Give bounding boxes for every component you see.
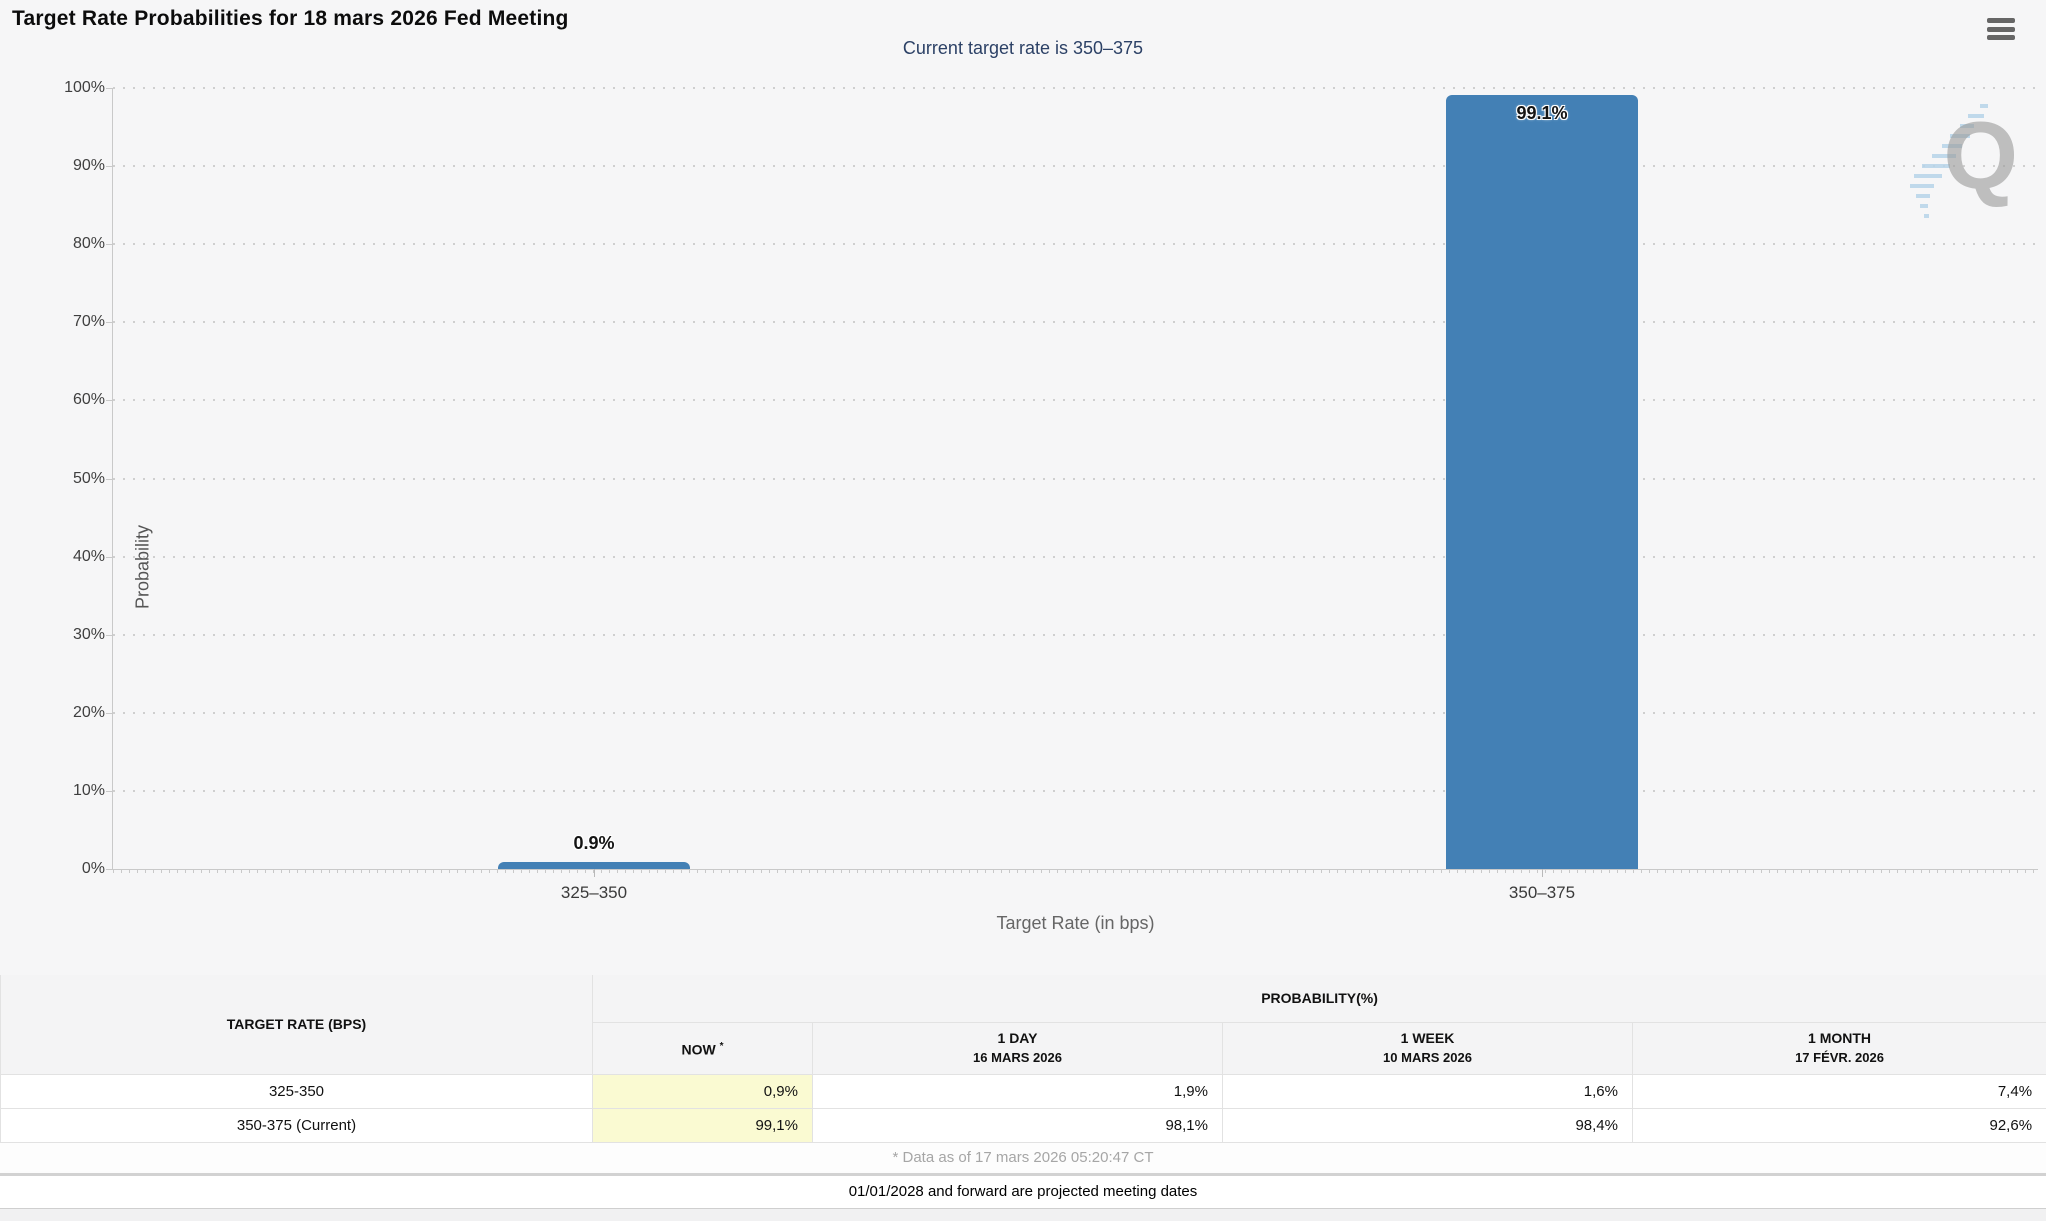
x-axis-title: Target Rate (in bps) xyxy=(996,913,1154,934)
plot-area: Probability 0.9% 99.1% 325–350 350–375 T… xyxy=(112,88,2038,870)
y-tick-label: 0% xyxy=(49,860,105,878)
table-row-325-350: 325-350 0,9% 1,9% 1,6% 7,4% xyxy=(1,1074,2046,1108)
cell-1-month: 92,6% xyxy=(1633,1108,2046,1142)
y-tick-label: 60% xyxy=(49,391,105,409)
now-label: NOW xyxy=(681,1041,715,1057)
bar-325-350[interactable]: 0.9% xyxy=(498,862,690,869)
chart-title: Target Rate Probabilities for 18 mars 20… xyxy=(12,7,569,31)
y-tick-label: 80% xyxy=(49,235,105,253)
y-tick-mark xyxy=(106,322,113,323)
y-tick-mark xyxy=(106,400,113,401)
col-header-1-month: 1 MONTH 17 FÉVR. 2026 xyxy=(1633,1022,2046,1074)
x-tick-mark xyxy=(594,869,595,877)
cell-now: 99,1% xyxy=(593,1108,813,1142)
gridline xyxy=(113,634,2038,636)
cell-1-week: 98,4% xyxy=(1223,1108,1633,1142)
y-tick-mark xyxy=(106,869,113,870)
cell-1-month: 7,4% xyxy=(1633,1074,2046,1108)
period-date: 16 MARS 2026 xyxy=(813,1048,1222,1068)
chart-subtitle: Current target rate is 350–375 xyxy=(0,38,2046,59)
gridline xyxy=(113,478,2038,480)
x-tick-mark xyxy=(1542,869,1543,877)
bar-value-label: 0.9% xyxy=(478,833,710,854)
bar-value-label: 99.1% xyxy=(1426,103,1658,124)
x-tick-label: 325–350 xyxy=(561,883,627,903)
cell-rate: 350-375 (Current) xyxy=(1,1108,593,1142)
y-tick-mark xyxy=(106,713,113,714)
y-tick-label: 50% xyxy=(49,470,105,488)
hamburger-bar xyxy=(1987,18,2015,23)
y-tick-mark xyxy=(106,88,113,89)
gridline xyxy=(113,165,2038,167)
y-tick-mark xyxy=(106,557,113,558)
probability-table: TARGET RATE (BPS) PROBABILITY(%) NOW * 1… xyxy=(0,975,2046,1143)
period-label: 1 MONTH xyxy=(1633,1028,2046,1048)
projected-dates-note: 01/01/2028 and forward are projected mee… xyxy=(0,1176,2046,1209)
chart-section: Target Rate Probabilities for 18 mars 20… xyxy=(0,0,2046,975)
data-as-of-footnote: * Data as of 17 mars 2026 05:20:47 CT xyxy=(0,1143,2046,1173)
col-group-header-probability: PROBABILITY(%) xyxy=(593,975,2046,1022)
period-label: 1 DAY xyxy=(813,1028,1222,1048)
gridline xyxy=(113,321,2038,323)
gridline xyxy=(113,399,2038,401)
y-tick-label: 20% xyxy=(49,704,105,722)
bottom-strip xyxy=(0,1209,2046,1221)
y-tick-label: 10% xyxy=(49,782,105,800)
y-tick-label: 30% xyxy=(49,626,105,644)
gridline xyxy=(113,712,2038,714)
y-tick-label: 70% xyxy=(49,313,105,331)
quikstrike-watermark: Q xyxy=(1908,100,2024,230)
y-tick-label: 90% xyxy=(49,157,105,175)
cell-1-week: 1,6% xyxy=(1223,1074,1633,1108)
gridline xyxy=(113,556,2038,558)
y-tick-label: 40% xyxy=(49,548,105,566)
col-header-1-week: 1 WEEK 10 MARS 2026 xyxy=(1223,1022,1633,1074)
x-axis-minor-ticks xyxy=(113,869,2038,873)
cell-now: 0,9% xyxy=(593,1074,813,1108)
cell-1-day: 98,1% xyxy=(813,1108,1223,1142)
col-header-1-day: 1 DAY 16 MARS 2026 xyxy=(813,1022,1223,1074)
period-date: 17 FÉVR. 2026 xyxy=(1633,1048,2046,1068)
now-footnote-marker: * xyxy=(720,1041,724,1052)
y-axis-title: Probability xyxy=(133,487,154,647)
x-tick-label: 350–375 xyxy=(1509,883,1575,903)
table-row-350-375-current: 350-375 (Current) 99,1% 98,1% 98,4% 92,6… xyxy=(1,1108,2046,1142)
col-header-target-rate: TARGET RATE (BPS) xyxy=(1,975,593,1074)
gridline xyxy=(113,243,2038,245)
y-tick-mark xyxy=(106,244,113,245)
period-date: 10 MARS 2026 xyxy=(1223,1048,1632,1068)
bar-350-375[interactable]: 99.1% xyxy=(1446,95,1638,869)
y-tick-mark xyxy=(106,166,113,167)
y-tick-label: 100% xyxy=(49,79,105,97)
gridline xyxy=(113,790,2038,792)
hamburger-bar xyxy=(1987,27,2015,32)
cell-rate: 325-350 xyxy=(1,1074,593,1108)
gridline xyxy=(113,87,2038,89)
y-tick-mark xyxy=(106,479,113,480)
period-label: 1 WEEK xyxy=(1223,1028,1632,1048)
y-tick-mark xyxy=(106,791,113,792)
y-tick-mark xyxy=(106,635,113,636)
col-header-now: NOW * xyxy=(593,1022,813,1074)
cell-1-day: 1,9% xyxy=(813,1074,1223,1108)
watermark-q-letter: Q xyxy=(1943,108,2018,204)
